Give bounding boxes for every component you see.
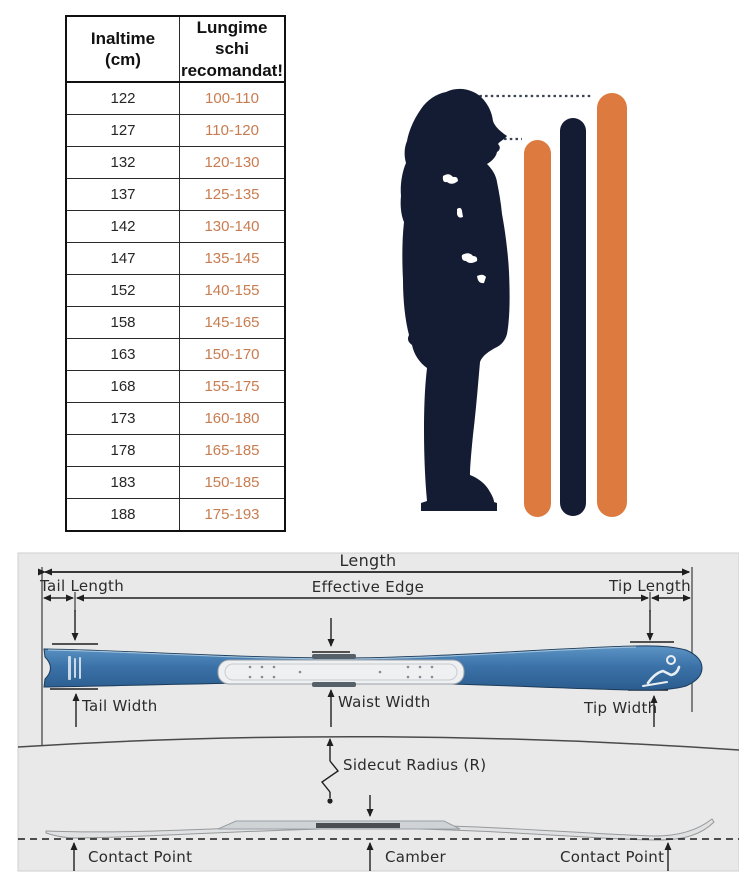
binding-plate-inner — [224, 663, 458, 681]
table-row: 152 140-155 — [65, 273, 286, 307]
contact-arrows — [70, 842, 672, 871]
ski-length-cell: 120-130 — [179, 145, 286, 179]
width-arrows — [72, 689, 658, 727]
size-table: Inaltime (cm) Lungime schi recomandat! 1… — [65, 15, 286, 532]
ski-orange-short — [524, 140, 551, 517]
height-cell: 152 — [65, 273, 180, 307]
height-cell: 188 — [65, 497, 180, 532]
contact-point-left-label: Contact Point — [88, 848, 193, 866]
ski-orange-tall — [597, 93, 627, 517]
ski-length-cell: 150-185 — [179, 465, 286, 499]
ski-length-cell: 125-135 — [179, 177, 286, 211]
tail-brand-marks — [68, 656, 81, 680]
height-cell: 127 — [65, 113, 180, 147]
dimension-guide-lines — [41, 567, 693, 745]
height-cell: 168 — [65, 369, 180, 403]
col-header-height-line1: Inaltime — [90, 28, 156, 48]
tip-length-label: Tip Length — [609, 577, 691, 595]
height-cell: 178 — [65, 433, 180, 467]
height-cell: 163 — [65, 337, 180, 371]
table-row: 168 155-175 — [65, 369, 286, 403]
tail-length-label: Tail Length — [40, 577, 125, 595]
ski-length-cell: 150-170 — [179, 337, 286, 371]
height-cell: 132 — [65, 145, 180, 179]
tail-width-label: Tail Width — [82, 697, 158, 715]
table-row: 127 110-120 — [65, 113, 286, 147]
table-row: 158 145-165 — [65, 305, 286, 339]
sidecut-radius-dot — [327, 798, 333, 804]
col-header-height: Inaltime (cm) — [65, 15, 180, 83]
tip-width-label: Tip Width — [584, 699, 658, 717]
table-row: 173 160-180 — [65, 401, 286, 435]
length-label: Length — [339, 551, 397, 570]
effective-edge-label: Effective Edge — [311, 578, 425, 596]
table-row: 132 120-130 — [65, 145, 286, 179]
ski-length-cell: 130-140 — [179, 209, 286, 243]
table-row: 178 165-185 — [65, 433, 286, 467]
height-cell: 173 — [65, 401, 180, 435]
ski-length-cell: 165-185 — [179, 433, 286, 467]
table-row: 137 125-135 — [65, 177, 286, 211]
binding-screw-dots — [248, 665, 434, 679]
contact-point-right-label: Contact Point — [560, 848, 665, 866]
height-cell: 137 — [65, 177, 180, 211]
sidecut-radius-arrow — [320, 738, 340, 798]
ski-navy — [560, 118, 586, 516]
height-cell: 183 — [65, 465, 180, 499]
height-cell: 142 — [65, 209, 180, 243]
ski-length-cell: 175-193 — [179, 497, 286, 532]
table-row: 147 135-145 — [65, 241, 286, 275]
ski-length-cell: 155-175 — [179, 369, 286, 403]
table-row: 122 100-110 — [65, 81, 286, 115]
height-cell: 122 — [65, 81, 180, 115]
table-row: 188 175-193 — [65, 497, 286, 532]
ski-length-cell: 135-145 — [179, 241, 286, 275]
table-header-row: Inaltime (cm) Lungime schi recomandat! — [65, 15, 286, 83]
down-arrows — [71, 610, 654, 647]
person-silhouette — [400, 88, 510, 511]
col-header-ski-line1: Lungime schi — [196, 18, 268, 59]
table-row: 142 130-140 — [65, 209, 286, 243]
col-header-ski-length: Lungime schi recomandat! — [179, 15, 286, 83]
ski-length-cell: 140-155 — [179, 273, 286, 307]
sidecut-radius-label: Sidecut Radius (R) — [343, 756, 487, 774]
ski-length-cell: 160-180 — [179, 401, 286, 435]
waist-tab-top — [312, 654, 356, 659]
waist-width-label: Waist Width — [338, 693, 431, 711]
jacket-detail-marks — [442, 174, 486, 284]
side-binding-bar — [316, 823, 400, 828]
camber-label: Camber — [385, 848, 446, 866]
table-row: 163 150-170 — [65, 337, 286, 371]
col-header-ski-line2: recomandat! — [180, 60, 284, 80]
table-row: 183 150-185 — [65, 465, 286, 499]
skier-logo — [642, 655, 681, 687]
ski-length-cell: 100-110 — [179, 81, 286, 115]
ski-anatomy-diagram: Length Tail Length Effective Edge Tip Le… — [0, 545, 739, 886]
ski-length-cell: 145-165 — [179, 305, 286, 339]
height-cell: 158 — [65, 305, 180, 339]
waist-tab-bottom — [312, 682, 356, 687]
sidecut-arc — [17, 735, 739, 751]
height-comparison-illustration — [393, 83, 665, 525]
diagram-background — [17, 552, 739, 872]
col-header-height-line2: (cm) — [105, 49, 141, 69]
ski-length-cell: 110-120 — [179, 113, 286, 147]
height-cell: 147 — [65, 241, 180, 275]
